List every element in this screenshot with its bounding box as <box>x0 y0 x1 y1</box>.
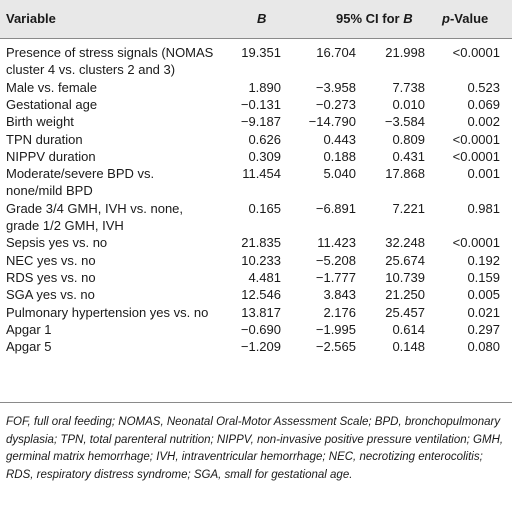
row-label: grade 1/2 GMH, IVH <box>6 218 124 233</box>
cell-b: −0.690 <box>240 321 281 337</box>
row-label: TPN duration <box>6 131 83 147</box>
cell-ci-upper: 32.248 <box>385 235 425 251</box>
cell-ci-upper: 25.674 <box>385 252 425 268</box>
cell-ci-lower: 3.843 <box>323 287 356 303</box>
row-label: Moderate/severe BPD vs. <box>6 166 155 182</box>
cell-ci-upper: 21.250 <box>385 287 425 303</box>
row-label: Gestational age <box>6 96 98 112</box>
cell-b: 0.626 <box>248 131 281 147</box>
cell-p-value: 0.001 <box>467 166 500 182</box>
cell-p-value: 0.069 <box>467 96 500 112</box>
cell-ci-upper: 7.738 <box>392 79 425 95</box>
cell-ci-upper: 17.868 <box>385 166 425 182</box>
cell-ci-upper: 7.221 <box>392 200 425 216</box>
cell-b: 10.233 <box>241 252 281 268</box>
cell-b: 4.481 <box>248 269 281 285</box>
cell-ci-lower: −14.790 <box>308 114 356 130</box>
cell-p-value: 0.080 <box>467 339 500 355</box>
cell-ci-lower: 5.040 <box>323 166 356 182</box>
cell-ci-upper: 0.431 <box>392 148 425 164</box>
cell-b: 0.165 <box>248 200 281 216</box>
row-label: Sepsis yes vs. no <box>6 235 108 251</box>
row-label: SGA yes vs. no <box>6 287 95 303</box>
cell-p-value: <0.0001 <box>452 148 500 164</box>
cell-ci-lower: −6.891 <box>315 200 356 216</box>
cell-p-value: <0.0001 <box>452 131 500 147</box>
cell-p-value: <0.0001 <box>452 235 500 251</box>
row-label: Birth weight <box>6 114 74 130</box>
cell-ci-lower: 11.423 <box>317 235 356 251</box>
row-label: RDS yes vs. no <box>6 269 96 285</box>
cell-b: 21.835 <box>241 235 281 251</box>
row-label: none/mild BPD <box>6 183 93 199</box>
cell-ci-upper: 0.010 <box>392 96 425 112</box>
cell-ci-lower: −0.273 <box>315 96 356 112</box>
table-header: Variable B 95% CI for B p-Value <box>0 0 512 38</box>
row-label: cluster 4 vs. clusters 2 and 3) <box>6 62 176 78</box>
cell-p-value: 0.159 <box>467 269 500 285</box>
cell-ci-lower: 0.443 <box>323 131 356 147</box>
row-label: Presence of stress signals (NOMAS <box>6 45 214 60</box>
row-label: Grade 3/4 GMH, IVH vs. none, <box>6 200 184 216</box>
cell-ci-upper: −3.584 <box>384 114 425 130</box>
row-label: NEC yes vs. no <box>6 252 96 268</box>
cell-b: −0.131 <box>240 96 281 112</box>
cell-ci-upper: 0.148 <box>392 339 425 355</box>
cell-b: −9.187 <box>240 114 281 130</box>
header-p-value: p-Value <box>442 11 489 26</box>
cell-ci-lower: −2.565 <box>315 339 356 355</box>
cell-ci-lower: −3.958 <box>315 79 356 95</box>
row-label: Apgar 1 <box>6 321 52 337</box>
cell-b: −1.209 <box>240 339 281 355</box>
cell-p-value: 0.005 <box>467 287 500 303</box>
cell-p-value: 0.192 <box>467 252 500 268</box>
cell-p-value: 0.523 <box>467 79 500 95</box>
cell-ci-upper: 10.739 <box>385 269 425 285</box>
cell-ci-lower: 2.176 <box>323 304 356 320</box>
cell-b: 1.890 <box>248 79 281 95</box>
header-b: B <box>257 11 267 26</box>
cell-ci-lower: −5.208 <box>315 252 356 268</box>
cell-p-value: 0.981 <box>467 200 500 216</box>
cell-p-value: 0.021 <box>467 304 500 320</box>
cell-ci-upper: 0.809 <box>392 131 425 147</box>
cell-p-value: 0.297 <box>467 321 500 337</box>
header-ci: 95% CI for B <box>336 11 413 26</box>
cell-ci-lower: 0.188 <box>323 148 356 164</box>
cell-p-value: 0.002 <box>467 114 500 130</box>
cell-b: 0.309 <box>248 148 281 164</box>
cell-ci-upper: 25.457 <box>385 304 425 320</box>
row-label: Apgar 5 <box>6 339 52 355</box>
cell-p-value: <0.0001 <box>452 45 500 60</box>
cell-ci-lower: −1.995 <box>315 321 356 337</box>
cell-b: 12.546 <box>241 287 281 303</box>
cell-ci-lower: −1.777 <box>315 269 356 285</box>
row-label: Male vs. female <box>6 79 98 95</box>
header-rule <box>0 38 512 39</box>
row-label: Pulmonary hypertension yes vs. no <box>6 304 209 320</box>
table-footnote: FOF, full oral feeding; NOMAS, Neonatal … <box>6 416 504 481</box>
cell-b: 11.454 <box>242 166 281 182</box>
cell-ci-upper: 21.998 <box>385 45 425 60</box>
cell-ci-upper: 0.614 <box>392 321 425 337</box>
header-variable: Variable <box>6 11 56 26</box>
cell-ci-lower: 16.704 <box>316 45 356 60</box>
row-label: NIPPV duration <box>6 148 96 164</box>
bottom-rule <box>0 402 512 403</box>
cell-b: 13.817 <box>241 304 281 320</box>
cell-b: 19.351 <box>241 45 281 60</box>
